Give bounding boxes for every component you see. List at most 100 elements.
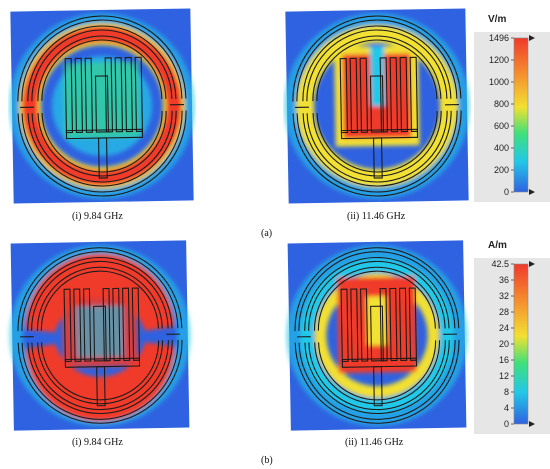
scale-max-marker xyxy=(529,261,535,267)
fork-finger xyxy=(74,57,84,134)
fork-stem xyxy=(96,366,106,407)
fork-stem xyxy=(373,366,383,407)
scale-tick-label: 8 xyxy=(504,387,509,397)
fork-finger xyxy=(409,56,419,132)
fork-finger xyxy=(134,56,144,132)
scale-tick-label: 0 xyxy=(504,419,509,429)
scale-tick-label: 600 xyxy=(494,121,509,131)
ring-arc-top xyxy=(27,25,177,102)
scale-tick-label: 200 xyxy=(494,165,509,175)
scale-tick-label: 800 xyxy=(494,99,509,109)
fork-center xyxy=(93,305,107,362)
resonator-traces xyxy=(292,15,462,197)
ring-arc-bottom xyxy=(17,339,183,424)
fork-finger xyxy=(340,288,349,363)
caption-b-ii: (ii) 11.46 GHz xyxy=(345,437,404,448)
ring-arc-bottom xyxy=(294,339,460,424)
ring-arc-top xyxy=(31,260,169,331)
ring-arc-bottom xyxy=(21,339,179,420)
ring-arc-bottom xyxy=(41,340,160,401)
resonator-traces xyxy=(294,247,460,424)
ring-arc-bottom xyxy=(37,110,167,177)
ring-arc-top xyxy=(37,35,167,102)
scale-tick-label: 32 xyxy=(499,291,509,301)
fork-stem xyxy=(372,137,383,179)
ring-arc-bottom xyxy=(31,110,173,183)
ring-arc-bottom xyxy=(21,110,183,193)
scale-bar xyxy=(513,263,529,425)
fork-center xyxy=(369,75,385,133)
row-a-label: (a) xyxy=(261,228,273,239)
hfield-color-scale: 42.5 36 32 28 24 20 16 12 8 4 0 xyxy=(474,258,550,434)
fork-finger xyxy=(63,288,72,363)
scale-tick-label: 36 xyxy=(499,275,509,285)
ring-arc-top xyxy=(27,256,173,331)
fork-finger xyxy=(73,288,82,362)
scale-max-marker xyxy=(529,35,535,41)
ring-arc-bottom xyxy=(292,110,462,197)
fork-finger xyxy=(124,56,134,133)
fork-finger xyxy=(399,287,408,361)
fork-finger xyxy=(379,287,388,362)
scale-tick-label: 42.5 xyxy=(491,259,509,269)
fork-center xyxy=(370,305,384,362)
ring-arc-bottom xyxy=(17,110,187,197)
scale-background xyxy=(474,258,550,434)
ring-arc-top xyxy=(21,251,179,332)
fork-finger xyxy=(350,288,359,362)
scale-min-marker xyxy=(529,421,535,427)
caption-a-ii: (ii) 11.46 GHz xyxy=(347,211,406,222)
ring-arc-bottom xyxy=(37,340,164,405)
ring-arc-top xyxy=(316,39,438,102)
field-center xyxy=(63,61,141,139)
fork-finger xyxy=(83,288,92,362)
hfield-panel-11-46 xyxy=(286,240,468,431)
ring-arc-top xyxy=(17,247,183,332)
fork-center xyxy=(94,75,110,133)
fork-finger xyxy=(389,287,398,362)
scale-bar xyxy=(513,37,529,193)
ring-arc-bottom xyxy=(306,110,448,183)
scale-tick-label: 1200 xyxy=(489,55,509,65)
scale-tick-label: 0 xyxy=(504,187,509,197)
scale-tick-label: 20 xyxy=(499,339,509,349)
ring-arc-top xyxy=(296,19,458,102)
fork-finger xyxy=(131,287,140,361)
ring-arc-bottom xyxy=(304,340,450,415)
substrate xyxy=(9,240,191,431)
ring-arc-bottom xyxy=(41,110,163,173)
fork-stem xyxy=(97,137,108,179)
resonator-traces xyxy=(17,247,183,424)
hfield-scale-unit: A/m xyxy=(488,240,507,251)
ring-arc-bottom xyxy=(296,110,458,193)
fork-finger xyxy=(102,287,111,362)
fork-finger xyxy=(114,57,124,133)
scale-tick-label: 400 xyxy=(494,143,509,153)
ring-arc-bottom xyxy=(308,340,446,411)
ring-arc-top xyxy=(17,15,187,102)
caption-b-i: (i) 9.84 GHz xyxy=(72,437,123,448)
hfield-panel-9-84 xyxy=(9,240,191,431)
ring-arc-bottom xyxy=(314,340,441,405)
ring-arc-top xyxy=(31,29,173,102)
ring-arc-top xyxy=(298,251,456,332)
ring-arc-bottom xyxy=(318,340,437,401)
scale-tick-label: 16 xyxy=(499,355,509,365)
fork-finger xyxy=(408,287,417,361)
substrate xyxy=(286,240,468,431)
field-center-cyan xyxy=(76,305,124,358)
ring-arc-top xyxy=(313,266,440,331)
fork-finger xyxy=(122,287,131,361)
caption-a-i: (i) 9.84 GHz xyxy=(72,211,123,222)
scale-tick-label: 12 xyxy=(499,371,509,381)
ring-arc-top xyxy=(294,247,460,332)
substrate xyxy=(8,8,195,204)
substrate xyxy=(284,8,470,204)
ring-arc-bottom xyxy=(27,110,177,187)
scale-tick-label: 1000 xyxy=(489,77,509,87)
fork-finger xyxy=(389,57,399,133)
field-glow xyxy=(8,12,195,199)
fork-finger xyxy=(84,57,94,133)
efield-panel-9-84 xyxy=(8,8,195,204)
fork-finger xyxy=(64,57,74,134)
